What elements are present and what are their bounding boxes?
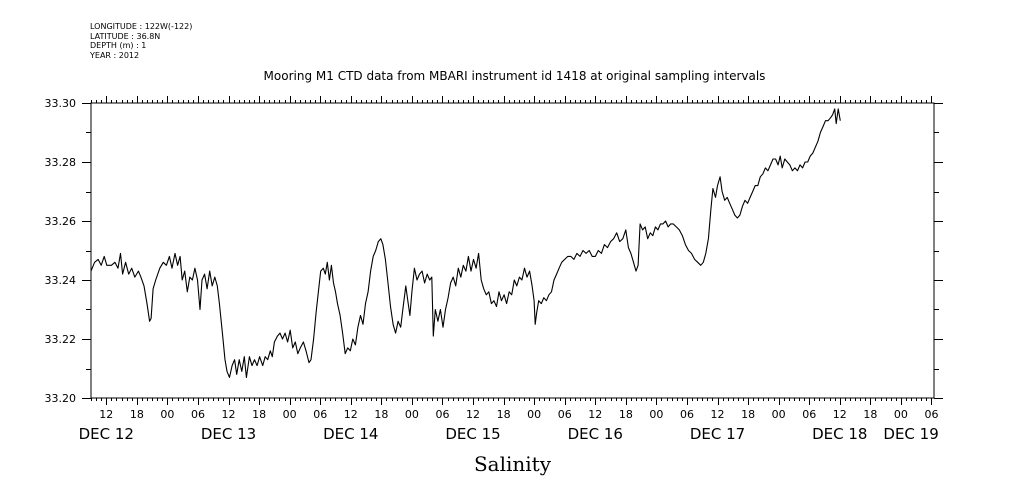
x-tick-label: 06 <box>924 408 938 421</box>
x-tick-label: 12 <box>588 408 602 421</box>
x-tick-label: 00 <box>649 408 663 421</box>
latitude-label: LATITUDE : 36.8N <box>90 31 161 41</box>
x-tick-label: 12 <box>466 408 480 421</box>
x-day-label: DEC 17 <box>690 425 745 443</box>
x-tick-label: 00 <box>283 408 297 421</box>
x-tick-label: 12 <box>99 408 113 421</box>
x-tick-label: 00 <box>160 408 174 421</box>
plot-frame <box>90 102 935 399</box>
x-tick-label: 18 <box>130 408 144 421</box>
y-tick-label: 33.24 <box>45 274 77 287</box>
x-tick-label: 06 <box>802 408 816 421</box>
y-axis-ticks <box>82 103 943 399</box>
x-tick-label: 18 <box>497 408 511 421</box>
y-tick-label: 33.28 <box>45 156 77 169</box>
x-tick-label: 18 <box>619 408 633 421</box>
y-tick-label: 33.30 <box>45 97 77 110</box>
year-label: YEAR : 2012 <box>90 50 140 60</box>
x-tick-label: 12 <box>711 408 725 421</box>
x-day-label: DEC 16 <box>568 425 623 443</box>
x-day-label: DEC 13 <box>201 425 256 443</box>
x-day-label: DEC 15 <box>445 425 500 443</box>
y-tick-label: 33.22 <box>45 333 77 346</box>
x-tick-label: 12 <box>344 408 358 421</box>
x-day-label: DEC 14 <box>323 425 378 443</box>
x-tick-label: 06 <box>313 408 327 421</box>
x-day-label: DEC 18 <box>812 425 867 443</box>
x-tick-label: 06 <box>558 408 572 421</box>
metadata-block: LONGITUDE : 122W(-122) LATITUDE : 36.8N … <box>90 22 192 60</box>
x-tick-label: 12 <box>222 408 236 421</box>
x-tick-label: 12 <box>833 408 847 421</box>
depth-label: DEPTH (m) : 1 <box>90 41 147 50</box>
x-tick-label: 06 <box>435 408 449 421</box>
x-tick-label: 00 <box>894 408 908 421</box>
x-day-label: DEC 19 <box>883 425 938 443</box>
y-tick-label: 33.20 <box>45 392 77 405</box>
x-axis-label: Salinity <box>473 452 552 476</box>
x-tick-label: 06 <box>680 408 694 421</box>
salinity-series-line <box>90 108 841 378</box>
x-tick-label: 18 <box>741 408 755 421</box>
y-tick-label: 33.26 <box>45 215 77 228</box>
x-tick-label: 18 <box>252 408 266 421</box>
longitude-label: LONGITUDE : 122W(-122) <box>90 22 193 31</box>
x-tick-label: 18 <box>374 408 388 421</box>
x-tick-label: 00 <box>772 408 786 421</box>
x-tick-label: 00 <box>405 408 419 421</box>
x-axis-ticks <box>91 96 932 405</box>
x-day-label: DEC 12 <box>79 425 134 443</box>
x-tick-label: 00 <box>527 408 541 421</box>
x-tick-label: 06 <box>191 408 205 421</box>
x-tick-label: 18 <box>863 408 877 421</box>
chart-title: Mooring M1 CTD data from MBARI instrumen… <box>263 69 766 83</box>
